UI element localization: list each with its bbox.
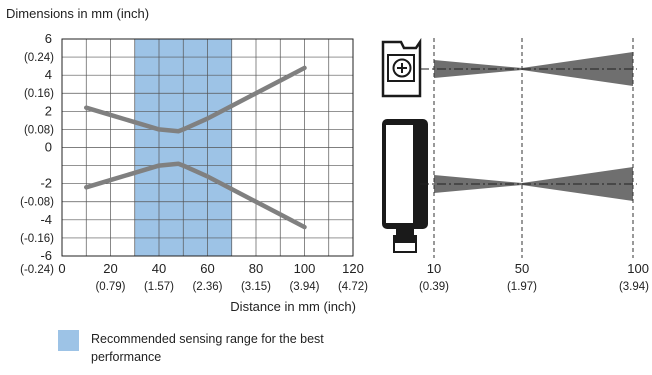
chart-title: Dimensions in mm (inch) xyxy=(6,6,149,21)
y-tick-label-mm: 6 xyxy=(45,31,52,46)
y-tick-label-mm: 4 xyxy=(45,67,52,82)
y-tick-label-inch: (-0.08) xyxy=(20,197,54,209)
x-tick-label-mm: 100 xyxy=(294,261,316,276)
beam-tick-label-inch: (3.94) xyxy=(619,281,649,293)
upper-beam-curve xyxy=(84,65,307,134)
x-tick-label-inch: (3.94) xyxy=(289,281,319,293)
y-tick-label-mm: -4 xyxy=(40,212,52,227)
beam-tick-label-inch: (1.97) xyxy=(507,281,537,293)
plot-frame xyxy=(61,38,354,257)
beam-tick-label-inch: (0.39) xyxy=(419,281,449,293)
y-tick-label-inch: (-0.16) xyxy=(20,233,54,245)
x-tick-label-inch: (1.57) xyxy=(144,281,174,293)
y-tick-label-inch: (0.24) xyxy=(24,52,54,64)
y-tick-label-inch: (0.08) xyxy=(24,124,54,136)
x-tick-label-mm: 20 xyxy=(103,261,117,276)
sensor-top-view xyxy=(381,37,422,98)
x-tick-label-inch: (2.36) xyxy=(192,281,222,293)
y-tick-label-mm: 0 xyxy=(45,140,52,155)
x-tick-label-inch: (4.72) xyxy=(338,281,368,293)
x-tick-label-mm: 80 xyxy=(249,261,263,276)
chart-grid xyxy=(62,39,353,256)
x-tick-label-mm: 120 xyxy=(342,261,364,276)
lower-beam-curve xyxy=(84,161,307,230)
legend-swatch xyxy=(58,330,79,351)
legend-text: Recommended sensing range for the best p… xyxy=(91,332,324,364)
beam-reference-lines xyxy=(420,38,637,258)
sensor-side-view xyxy=(382,119,428,253)
beam-tick-label-mm: 50 xyxy=(515,261,529,276)
y-tick-label-mm: -6 xyxy=(40,248,52,263)
sensor-drawings xyxy=(381,37,428,253)
beam-fan-bottom xyxy=(434,167,633,201)
beam-fan-top xyxy=(434,52,633,86)
y-tick-label-inch: (-0.24) xyxy=(20,264,54,276)
beam-diagram: 10 (0.39) 50 (1.97) 100 (3.94) xyxy=(419,38,649,293)
dimension-chart: 6 (0.24) 4 (0.16) 2 (0.08) 0 -2 (-0.08) -4 (-0.16)… xyxy=(20,31,368,314)
beam-distance-ticks: 10 (0.39) 50 (1.97) 100 (3.94) xyxy=(419,261,649,293)
y-tick-label-mm: 2 xyxy=(45,103,52,118)
beam-tick-label-mm: 100 xyxy=(627,261,649,276)
x-axis-label: Distance in mm (inch) xyxy=(230,299,356,314)
y-tick-label-inch: (0.16) xyxy=(24,88,54,100)
beam-curves xyxy=(84,65,307,230)
x-tick-label-inch: (0.79) xyxy=(95,281,125,293)
x-tick-label-mm: 60 xyxy=(200,261,214,276)
y-tick-label-mm: -2 xyxy=(40,176,52,191)
beam-tick-label-mm: 10 xyxy=(427,261,441,276)
x-tick-label-inch: (3.15) xyxy=(241,281,271,293)
beam-fans xyxy=(434,52,633,201)
x-tick-label-mm: 40 xyxy=(152,261,166,276)
y-axis-ticks: 6 (0.24) 4 (0.16) 2 (0.08) 0 -2 (-0.08) -4 (-0.16)… xyxy=(20,31,54,276)
x-tick-label-mm: 0 xyxy=(58,261,65,276)
legend: Recommended sensing range for the best p… xyxy=(58,330,331,366)
x-axis-ticks: 0 20 (0.79) 40 (1.57) 60 (2.36) 80 (3.15) 100 (3.9… xyxy=(58,261,368,293)
